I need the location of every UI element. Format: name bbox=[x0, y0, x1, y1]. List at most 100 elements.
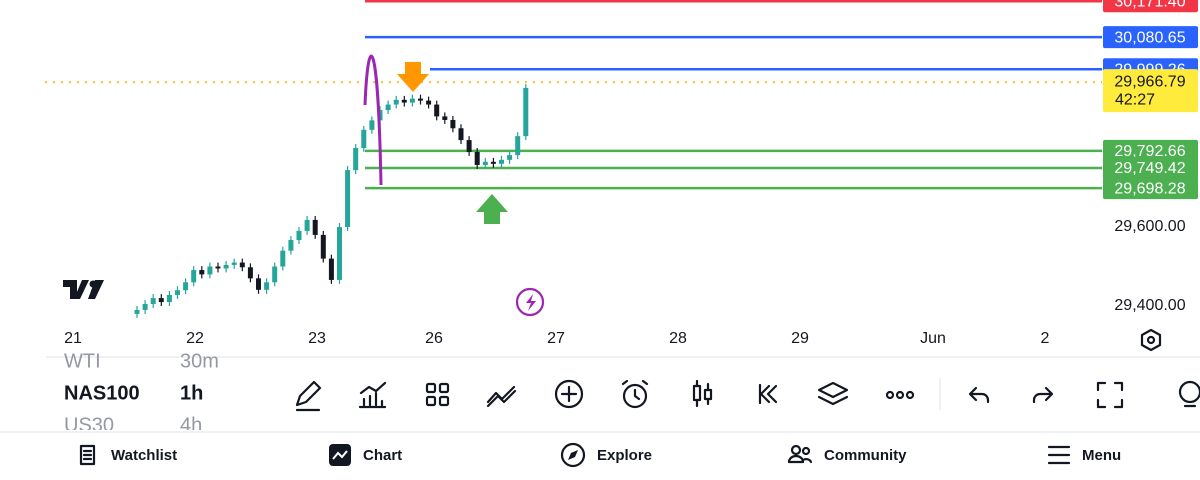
x-axis-label: 29 bbox=[791, 330, 809, 347]
level-label-box bbox=[1103, 177, 1198, 200]
candle-body bbox=[231, 262, 237, 265]
level-label-box bbox=[1103, 26, 1198, 49]
candle-body bbox=[361, 129, 367, 148]
lightning-button[interactable] bbox=[515, 287, 545, 317]
draw-tool[interactable] bbox=[295, 380, 322, 412]
x-axis-label: Jun bbox=[920, 330, 946, 347]
add-tool[interactable] bbox=[554, 379, 584, 409]
community-icon[interactable] bbox=[787, 444, 813, 464]
candle-body bbox=[393, 99, 399, 105]
ideas-button[interactable] bbox=[1178, 380, 1200, 408]
symbol-interval: 4h bbox=[180, 414, 202, 436]
candle-body bbox=[450, 119, 456, 129]
candle-body bbox=[515, 136, 521, 156]
candle-body bbox=[337, 227, 342, 280]
fullscreen-button[interactable] bbox=[1096, 381, 1124, 409]
level-label: 29,749.42 bbox=[1114, 160, 1185, 177]
candle-body bbox=[369, 120, 375, 130]
candle-body bbox=[353, 148, 359, 171]
candle-body bbox=[409, 98, 415, 103]
current-price-box bbox=[1103, 69, 1198, 113]
x-axis-label: 23 bbox=[308, 330, 326, 347]
nav-label[interactable]: Explore bbox=[597, 447, 652, 464]
candle-body bbox=[523, 87, 529, 137]
symbol-list: WTI 30m NAS100 1h US30 4h bbox=[64, 350, 219, 436]
settings-button[interactable] bbox=[1140, 328, 1162, 352]
level-label: 29,698.28 bbox=[1114, 180, 1185, 197]
candle-body bbox=[385, 104, 391, 111]
symbol-interval: 30m bbox=[180, 350, 219, 372]
x-axis-label: 22 bbox=[186, 330, 204, 347]
more-tool[interactable] bbox=[885, 390, 915, 400]
level-label-box bbox=[1103, 0, 1198, 13]
undo-button[interactable] bbox=[968, 386, 990, 404]
candle-body bbox=[134, 309, 140, 314]
layers-tool[interactable] bbox=[817, 381, 849, 406]
candle-body bbox=[490, 161, 496, 164]
layout-tool[interactable] bbox=[425, 382, 450, 407]
current-price-label: 29,966.79 bbox=[1114, 73, 1185, 90]
redo-button bbox=[1032, 386, 1054, 404]
nav-label[interactable]: Menu bbox=[1082, 447, 1121, 464]
up-arrow bbox=[476, 194, 508, 224]
x-axis-label: 27 bbox=[547, 330, 565, 347]
indicators-tool[interactable] bbox=[358, 381, 387, 409]
candle-body bbox=[183, 282, 189, 291]
candle-body bbox=[328, 258, 334, 280]
countdown: 42:27 bbox=[1115, 91, 1155, 108]
level-label-box bbox=[1103, 156, 1198, 179]
candle-body bbox=[280, 250, 286, 267]
candle-body bbox=[296, 230, 302, 241]
candle-body bbox=[264, 282, 270, 290]
alert-tool[interactable] bbox=[621, 379, 649, 409]
compare-tool[interactable] bbox=[486, 385, 517, 408]
x-axis-label: 26 bbox=[425, 330, 443, 347]
candle-body bbox=[158, 298, 164, 303]
chart-icon[interactable] bbox=[329, 444, 351, 466]
candle-body bbox=[442, 116, 448, 120]
candle-body bbox=[426, 100, 432, 105]
nav-label[interactable]: Watchlist bbox=[111, 447, 177, 464]
candle-body bbox=[191, 270, 197, 283]
tradingview-logo bbox=[63, 280, 104, 299]
candle-body bbox=[345, 170, 351, 227]
candle-body bbox=[401, 99, 407, 103]
explore-icon[interactable] bbox=[560, 442, 586, 468]
candle-body bbox=[199, 270, 205, 275]
symbol-name[interactable]: NAS100 bbox=[64, 382, 140, 404]
price-tick-label: 29,600.00 bbox=[1114, 218, 1185, 235]
symbol-interval: 1h bbox=[180, 382, 203, 404]
x-axis-label: 2 bbox=[1041, 330, 1050, 347]
candle-body bbox=[482, 161, 488, 165]
candle-body bbox=[247, 267, 253, 279]
candle-body bbox=[272, 266, 278, 283]
watchlist-icon[interactable] bbox=[79, 444, 96, 466]
candle-body bbox=[312, 219, 318, 235]
candle-body bbox=[142, 304, 148, 310]
candle-body bbox=[474, 151, 480, 165]
x-axis-label: 21 bbox=[64, 330, 82, 347]
level-label: 30,171.40 bbox=[1114, 0, 1185, 11]
x-axis-label: 28 bbox=[669, 330, 687, 347]
candle-body bbox=[223, 264, 229, 269]
candle-body bbox=[434, 104, 440, 117]
candle-body bbox=[256, 278, 261, 290]
toolbar bbox=[295, 378, 1200, 412]
menu-icon[interactable] bbox=[1047, 445, 1071, 465]
candle-body bbox=[288, 240, 294, 251]
bottom-nav: Watchlist Chart Explore Community Menu bbox=[111, 447, 1121, 464]
candle-body bbox=[175, 290, 180, 295]
chart-type-tool[interactable] bbox=[692, 379, 713, 408]
replay-tool[interactable] bbox=[758, 383, 778, 405]
symbol-name[interactable]: US30 bbox=[64, 414, 114, 436]
candle-body bbox=[304, 219, 310, 231]
level-label: 30,080.65 bbox=[1114, 29, 1185, 46]
nav-label[interactable]: Chart bbox=[363, 447, 402, 464]
nav-label[interactable]: Community bbox=[824, 447, 907, 464]
candle-body bbox=[418, 98, 423, 101]
symbol-name[interactable]: WTI bbox=[64, 350, 101, 372]
purple-arc bbox=[363, 54, 383, 186]
candle-body bbox=[239, 262, 245, 268]
candle-body bbox=[499, 159, 504, 164]
